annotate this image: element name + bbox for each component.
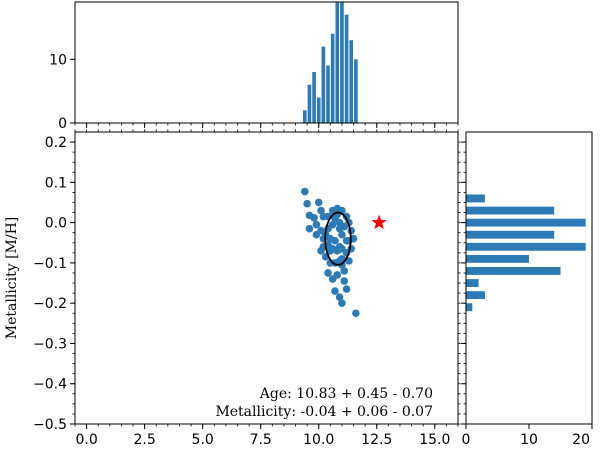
scatter-point: [301, 187, 309, 196]
main-y-tick-label: −0.2: [33, 296, 67, 312]
confidence-ellipse: [324, 211, 352, 266]
top-histogram-bar: [326, 65, 330, 123]
main-y-tick-label: −0.4: [33, 377, 67, 393]
top-histogram-bar: [330, 33, 335, 124]
right-histogram-bar: [466, 254, 529, 263]
right-histogram-bar: [466, 194, 485, 203]
right-histogram-bar: [466, 218, 586, 227]
scatter-point: [342, 236, 351, 245]
scatter-point: [338, 230, 346, 239]
reference-star-marker: [371, 214, 387, 230]
right-histogram-panel: 0 10 20: [461, 131, 593, 448]
age-annotation: Age: 10.83 + 0.45 - 0.70: [259, 386, 433, 402]
scatter-point: [326, 247, 335, 255]
top-y-tick-label: 10: [49, 52, 67, 68]
scatter-point: [312, 230, 321, 239]
top-histogram-bar: [349, 40, 354, 123]
scatter-points: [301, 187, 360, 318]
scatter-point: [333, 204, 342, 213]
top-histogram-bar: [340, 2, 344, 123]
scatter-point: [335, 224, 344, 233]
right-histogram-bar: [466, 291, 485, 300]
scatter-point: [314, 198, 323, 207]
right-histogram-bar: [466, 267, 561, 275]
scatter-point: [349, 234, 358, 243]
scatter-point: [303, 199, 311, 208]
main-scatter-frame: [74, 131, 459, 425]
scatter-point: [310, 213, 318, 222]
main-y-tick-label: 0.2: [45, 135, 67, 151]
main-x-tick-label: 5.0: [192, 432, 214, 448]
right-histogram-bar: [466, 206, 555, 215]
scatter-point: [335, 257, 344, 265]
main-x-tick-label: 10.0: [303, 432, 334, 448]
scatter-point: [338, 245, 346, 253]
scatter-point: [328, 220, 337, 229]
main-x-tick-label: 12.5: [361, 432, 392, 448]
scatter-point: [312, 220, 321, 229]
main-x-tick-label: 0.0: [75, 432, 97, 448]
scatter-point: [335, 218, 344, 227]
right-x-tick-label: 20: [572, 432, 590, 448]
scatter-point: [331, 287, 339, 295]
main-x-tick-label: 2.5: [134, 432, 156, 448]
top-histogram-bar: [354, 59, 358, 123]
right-histogram-bar: [466, 303, 473, 312]
right-histogram-ticks: 0 10 20: [461, 141, 593, 448]
top-y-tick-label: 0: [58, 116, 67, 132]
right-x-tick-label: 10: [520, 432, 538, 448]
top-histogram-bars: [302, 2, 358, 124]
main-scatter-ticks: 0.0 2.5 5.0 7.5 10.0 12.5 15.0 0.2 0.1 0.0 −0.1 −0.…: [33, 129, 461, 448]
right-histogram-bar: [466, 279, 479, 287]
top-histogram-bar: [302, 110, 307, 123]
right-histogram-frame: [465, 131, 593, 425]
right-histogram-bar: [466, 230, 555, 239]
right-histogram-bars: [466, 194, 586, 312]
metallicity-axis-label: Metallicity [M/H]: [4, 217, 20, 340]
scatter-point: [317, 206, 325, 215]
scatter-point: [340, 277, 349, 285]
scatter-point: [338, 299, 346, 307]
main-x-tick-label: 7.5: [250, 432, 272, 448]
top-histogram-panel: 0 10: [49, 1, 459, 132]
top-histogram-bar: [335, 2, 340, 123]
top-histogram-bar: [321, 46, 326, 123]
main-x-tick-label: 15.0: [419, 432, 450, 448]
scatter-point: [340, 267, 349, 275]
top-histogram-frame: [74, 1, 459, 124]
top-histogram-bar: [307, 84, 312, 123]
scatter-point: [324, 269, 332, 277]
top-histogram-bar: [316, 97, 321, 123]
main-y-tick-label: −0.5: [33, 417, 67, 433]
top-histogram-ticks: 0 10: [49, 52, 459, 132]
scatter-point: [335, 293, 344, 301]
main-scatter-panel: 0.0 2.5 5.0 7.5 10.0 12.5 15.0 0.2 0.1 0.0 −0.1 −0.…: [4, 129, 461, 448]
scatter-point: [352, 309, 360, 318]
main-y-tick-label: −0.3: [33, 336, 67, 352]
scatter-point: [342, 285, 351, 293]
main-y-tick-label: −0.1: [33, 256, 67, 272]
scatter-point: [333, 271, 342, 279]
main-y-tick-label: 0.1: [45, 175, 67, 191]
scatter-point: [342, 212, 351, 221]
top-histogram-bar: [312, 72, 316, 123]
scatter-point: [317, 247, 325, 255]
top-histogram-bar: [344, 14, 349, 124]
right-x-tick-label: 0: [462, 432, 471, 448]
scatter-point: [305, 224, 314, 233]
right-histogram-bar: [466, 242, 586, 251]
scatter-point: [326, 234, 335, 243]
main-y-tick-label: 0.0: [45, 216, 67, 232]
metallicity-annotation: Metallicity: -0.04 + 0.06 - 0.07: [215, 404, 433, 420]
